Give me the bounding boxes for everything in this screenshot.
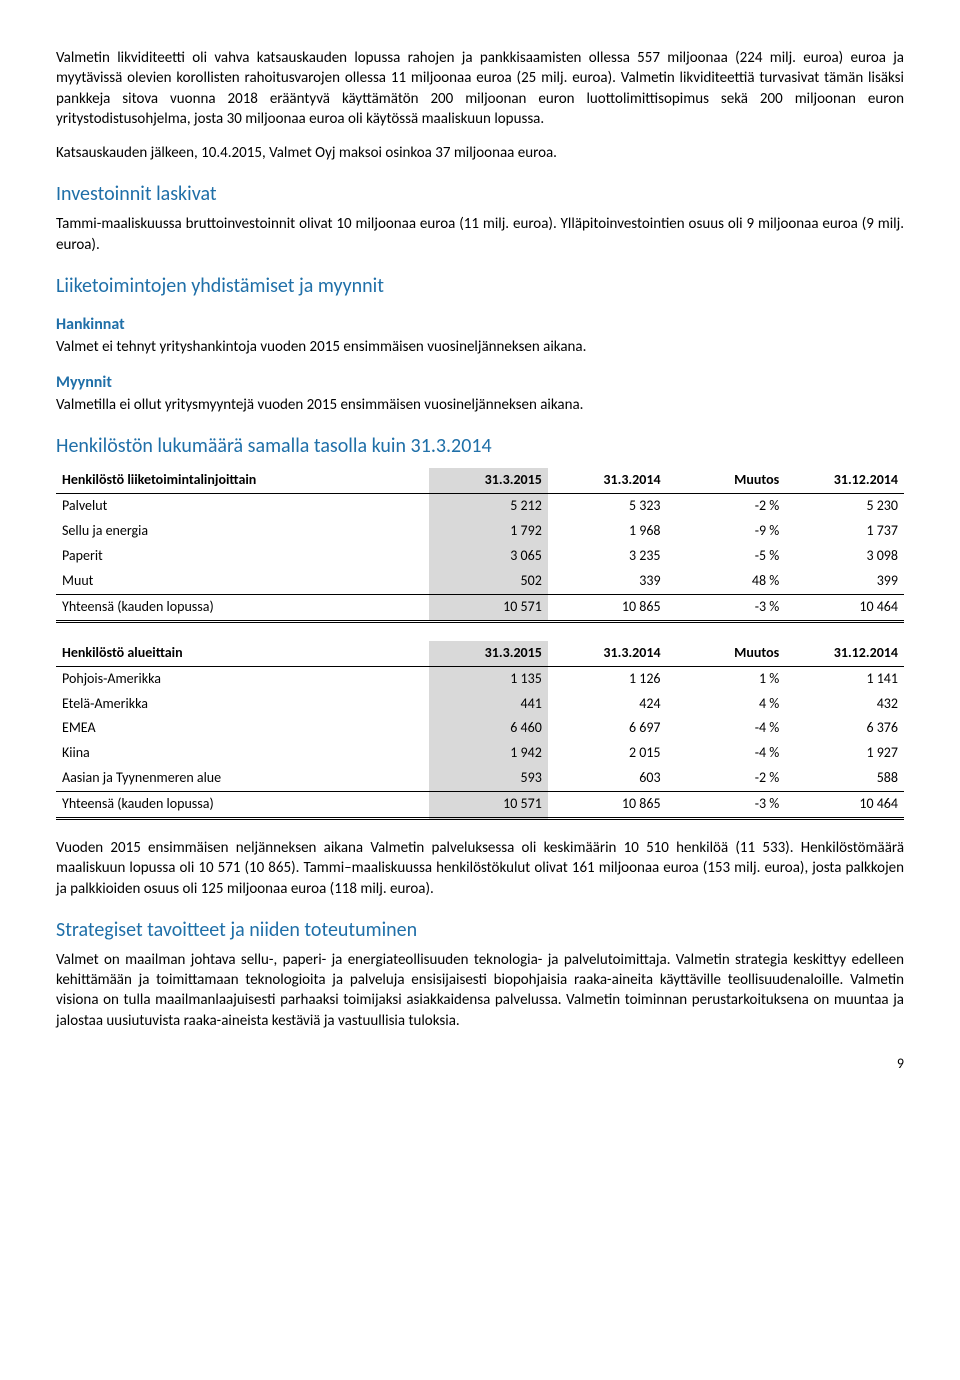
table-cell: Pohjois-Amerikka bbox=[56, 666, 429, 691]
table-cell: 3 098 bbox=[785, 544, 904, 569]
paragraph-dividend: Katsauskauden jälkeen, 10.4.2015, Valmet… bbox=[56, 143, 904, 163]
table-cell: 603 bbox=[548, 766, 667, 791]
table-cell: 10 464 bbox=[785, 594, 904, 621]
table-header-row: Henkilöstö liiketoimintalinjoittain 31.3… bbox=[56, 468, 904, 493]
paragraph-personnel-summary: Vuoden 2015 ensimmäisen neljänneksen aik… bbox=[56, 838, 904, 899]
table-cell: EMEA bbox=[56, 716, 429, 741]
table-cell: 5 230 bbox=[785, 494, 904, 519]
table-cell: 10 571 bbox=[429, 792, 548, 819]
table-cell: -2 % bbox=[667, 766, 786, 791]
table-cell: 339 bbox=[548, 569, 667, 594]
table-cell: Yhteensä (kauden lopussa) bbox=[56, 594, 429, 621]
table-personnel-by-area: Henkilöstö alueittain 31.3.2015 31.3.201… bbox=[56, 641, 904, 820]
table-cell: -4 % bbox=[667, 716, 786, 741]
table-personnel-by-businessline: Henkilöstö liiketoimintalinjoittain 31.3… bbox=[56, 468, 904, 622]
table-row: EMEA6 4606 697-4 %6 376 bbox=[56, 716, 904, 741]
table-cell: -5 % bbox=[667, 544, 786, 569]
col-header: 31.12.2014 bbox=[785, 641, 904, 666]
table-cell: -3 % bbox=[667, 792, 786, 819]
table-cell: -4 % bbox=[667, 741, 786, 766]
table-row: Kiina1 9422 015-4 %1 927 bbox=[56, 741, 904, 766]
table-cell: 1 942 bbox=[429, 741, 548, 766]
col-header: Henkilöstö alueittain bbox=[56, 641, 429, 666]
table-cell: Aasian ja Tyynenmeren alue bbox=[56, 766, 429, 791]
table-cell: -2 % bbox=[667, 494, 786, 519]
table-row: Muut50233948 %399 bbox=[56, 569, 904, 594]
heading-divestments: Myynnit bbox=[56, 372, 904, 394]
table-cell: 1 968 bbox=[548, 519, 667, 544]
table-row: Etelä-Amerikka4414244 %432 bbox=[56, 692, 904, 717]
table-cell: 10 865 bbox=[548, 792, 667, 819]
heading-investments: Investoinnit laskivat bbox=[56, 181, 904, 208]
col-header: Henkilöstö liiketoimintalinjoittain bbox=[56, 468, 429, 493]
paragraph-liquidity: Valmetin likviditeetti oli vahva katsaus… bbox=[56, 48, 904, 129]
table-cell: 3 065 bbox=[429, 544, 548, 569]
table-row: Pohjois-Amerikka1 1351 1261 %1 141 bbox=[56, 666, 904, 691]
table-cell: 5 323 bbox=[548, 494, 667, 519]
table-cell: 502 bbox=[429, 569, 548, 594]
col-header: 31.3.2014 bbox=[548, 641, 667, 666]
table-cell: 1 135 bbox=[429, 666, 548, 691]
table-cell: 432 bbox=[785, 692, 904, 717]
table-cell: 10 865 bbox=[548, 594, 667, 621]
table-cell: 1 737 bbox=[785, 519, 904, 544]
table-cell: 1 141 bbox=[785, 666, 904, 691]
table-cell: -3 % bbox=[667, 594, 786, 621]
paragraph-strategy: Valmet on maailman johtava sellu-, paper… bbox=[56, 950, 904, 1031]
table-cell: 1 792 bbox=[429, 519, 548, 544]
table-header-row: Henkilöstö alueittain 31.3.2015 31.3.201… bbox=[56, 641, 904, 666]
page-number: 9 bbox=[56, 1055, 904, 1074]
paragraph-divestments: Valmetilla ei ollut yritysmyyntejä vuode… bbox=[56, 395, 904, 415]
paragraph-acquisitions: Valmet ei tehnyt yrityshankintoja vuoden… bbox=[56, 337, 904, 357]
table-cell: 1 % bbox=[667, 666, 786, 691]
table-cell: 10 464 bbox=[785, 792, 904, 819]
table-cell: Muut bbox=[56, 569, 429, 594]
table-row: Palvelut5 2125 323-2 %5 230 bbox=[56, 494, 904, 519]
col-header: 31.3.2014 bbox=[548, 468, 667, 493]
heading-personnel: Henkilöstön lukumäärä samalla tasolla ku… bbox=[56, 433, 904, 460]
col-header: Muutos bbox=[667, 641, 786, 666]
table-cell: Yhteensä (kauden lopussa) bbox=[56, 792, 429, 819]
table-cell: 48 % bbox=[667, 569, 786, 594]
table-cell: 399 bbox=[785, 569, 904, 594]
col-header: Muutos bbox=[667, 468, 786, 493]
table-cell: 593 bbox=[429, 766, 548, 791]
table-cell: 3 235 bbox=[548, 544, 667, 569]
heading-business-combinations: Liiketoimintojen yhdistämiset ja myynnit bbox=[56, 273, 904, 300]
table-row: Aasian ja Tyynenmeren alue593603-2 %588 bbox=[56, 766, 904, 791]
paragraph-investments: Tammi-maaliskuussa bruttoinvestoinnit ol… bbox=[56, 214, 904, 255]
table-cell: 1 126 bbox=[548, 666, 667, 691]
table-cell: 441 bbox=[429, 692, 548, 717]
table-cell: 424 bbox=[548, 692, 667, 717]
table-cell: 10 571 bbox=[429, 594, 548, 621]
table-cell: Etelä-Amerikka bbox=[56, 692, 429, 717]
heading-acquisitions: Hankinnat bbox=[56, 314, 904, 336]
table-cell: 588 bbox=[785, 766, 904, 791]
col-header: 31.12.2014 bbox=[785, 468, 904, 493]
table-cell: 6 376 bbox=[785, 716, 904, 741]
table-total-row: Yhteensä (kauden lopussa)10 57110 865-3 … bbox=[56, 792, 904, 819]
table-cell: 5 212 bbox=[429, 494, 548, 519]
table-total-row: Yhteensä (kauden lopussa)10 57110 865-3 … bbox=[56, 594, 904, 621]
col-header: 31.3.2015 bbox=[429, 641, 548, 666]
table-cell: -9 % bbox=[667, 519, 786, 544]
table-cell: Palvelut bbox=[56, 494, 429, 519]
table-cell: 6 697 bbox=[548, 716, 667, 741]
table-cell: 1 927 bbox=[785, 741, 904, 766]
table-cell: Paperit bbox=[56, 544, 429, 569]
heading-strategic-targets: Strategiset tavoitteet ja niiden toteutu… bbox=[56, 917, 904, 944]
table-row: Sellu ja energia1 7921 968-9 %1 737 bbox=[56, 519, 904, 544]
table-cell: 4 % bbox=[667, 692, 786, 717]
table-cell: 6 460 bbox=[429, 716, 548, 741]
table-cell: Sellu ja energia bbox=[56, 519, 429, 544]
table-cell: 2 015 bbox=[548, 741, 667, 766]
table-cell: Kiina bbox=[56, 741, 429, 766]
table-row: Paperit3 0653 235-5 %3 098 bbox=[56, 544, 904, 569]
col-header: 31.3.2015 bbox=[429, 468, 548, 493]
